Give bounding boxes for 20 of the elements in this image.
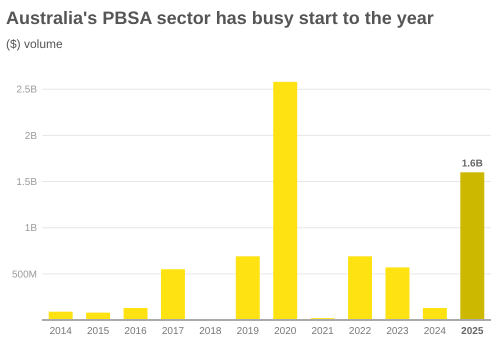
x-tick-label: 2023 bbox=[386, 326, 410, 337]
x-tick-label: 2016 bbox=[124, 326, 148, 337]
data-label: 1.6B bbox=[462, 158, 483, 170]
chart-subtitle: ($) volume bbox=[6, 37, 64, 51]
x-tick-label: 2017 bbox=[162, 326, 185, 337]
y-tick-label: 1.5B bbox=[16, 177, 38, 188]
x-tick-label: 2018 bbox=[199, 326, 222, 337]
chart-title: Australia's PBSA sector has busy start to the year bbox=[6, 8, 434, 28]
y-tick-label: 500M bbox=[12, 269, 37, 280]
x-tick-label: 2024 bbox=[424, 326, 446, 337]
x-tick-label: 2015 bbox=[87, 326, 110, 337]
y-tick-label: 2B bbox=[24, 130, 38, 142]
x-tick-label: 2019 bbox=[236, 326, 260, 337]
y-tick-label: 1B bbox=[24, 223, 38, 234]
x-tick-label: 2025 bbox=[461, 326, 484, 337]
x-tick-label: 2020 bbox=[274, 326, 297, 337]
y-tick-label: 2.5B bbox=[16, 84, 38, 96]
x-tick-label: 2021 bbox=[312, 326, 334, 337]
x-tick-label: 2022 bbox=[348, 326, 372, 337]
x-tick-label: 2014 bbox=[50, 326, 72, 337]
